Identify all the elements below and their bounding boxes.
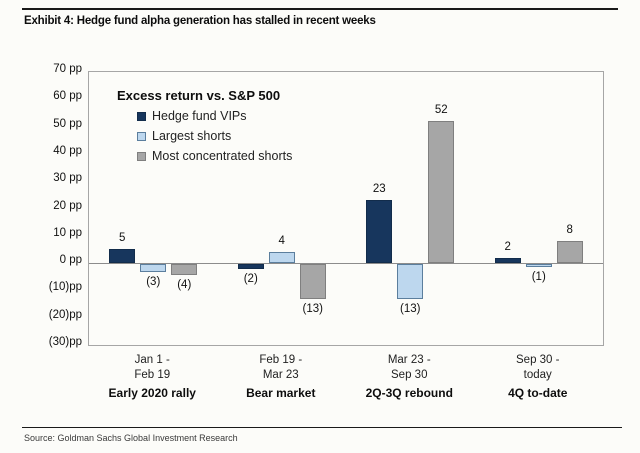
- bar-value-label: (2): [243, 273, 258, 286]
- bar-largest-shorts-1: [268, 252, 295, 263]
- x-axis-date-range-line1: Jan 1 -: [134, 354, 170, 366]
- bar-largest-shorts-0: [140, 264, 167, 273]
- y-axis-tick-label: (30)pp: [48, 336, 82, 348]
- bar-hedge-fund-vips-0: [109, 249, 136, 263]
- chart-plot-area: 5 (2) 23 2 (3) 4 (13) (1) (4) (13) 52 8 Excess retu…: [88, 71, 604, 346]
- x-axis-date-range-line2: Feb 19: [134, 369, 171, 381]
- y-axis-tick-label: 40 pp: [53, 144, 82, 157]
- x-axis-category: Mar 23 - Sep 30 2Q-3Q rebound: [339, 353, 479, 401]
- legend-items: Hedge fund VIPs Largest shorts Most concen…: [137, 109, 292, 163]
- chart-legend: Excess return vs. S&P 500 Hedge fund VIP…: [117, 88, 292, 169]
- x-axis-category: Sep 30 - today 4Q to-date: [468, 353, 608, 401]
- bar-value-label: (3): [146, 276, 161, 289]
- top-divider: [22, 8, 618, 10]
- source-note: Source: Goldman Sachs Global Investment …: [24, 433, 238, 443]
- y-axis-tick-label: 20 pp: [53, 199, 82, 212]
- legend-item-most-concentrated-shorts: Most concentrated shorts: [137, 149, 292, 163]
- bar-value-label: (4): [177, 278, 192, 291]
- x-axis-category: Feb 19 - Mar 23 Bear market: [211, 353, 351, 401]
- bar-value-label: 8: [566, 224, 573, 237]
- legend-item-hedge-fund-vips: Hedge fund VIPs: [137, 109, 292, 123]
- legend-label: Hedge fund VIPs: [152, 109, 247, 123]
- bar-value-label: 23: [372, 183, 386, 196]
- bar-most-concentrated-shorts-1: [299, 264, 326, 300]
- y-axis-tick-label: 70 pp: [53, 63, 82, 75]
- x-axis-category: Jan 1 - Feb 19 Early 2020 rally: [82, 353, 222, 401]
- bar-value-label: 4: [278, 235, 285, 248]
- y-axis-tick-label: 0 pp: [59, 254, 82, 267]
- y-axis-tick-label: (20)pp: [48, 308, 82, 321]
- bar-hedge-fund-vips-3: [494, 257, 521, 263]
- x-axis-period-label: 2Q-3Q rebound: [365, 386, 453, 400]
- y-axis-tick-label: 30 pp: [53, 172, 82, 185]
- legend-swatch-largest-shorts: [137, 131, 146, 141]
- legend-swatch-most-concentrated-shorts: [137, 151, 146, 161]
- x-axis-date-range-line1: Feb 19 -: [259, 354, 303, 366]
- bar-value-label: 2: [504, 240, 511, 253]
- x-axis-period-label: Early 2020 rally: [108, 386, 196, 400]
- bar-most-concentrated-shorts-3: [556, 241, 583, 263]
- bar-value-label: (13): [302, 303, 323, 316]
- legend-label: Most concentrated shorts: [152, 149, 293, 163]
- bar-value-label: 5: [119, 232, 126, 245]
- bar-most-concentrated-shorts-0: [171, 264, 198, 275]
- y-axis-tick-label: 50 pp: [53, 117, 82, 130]
- legend-label: Largest shorts: [152, 129, 232, 143]
- x-axis-date-range-line2: Mar 23: [262, 369, 299, 381]
- bar-value-label: (1): [531, 271, 546, 283]
- bar-value-label: (13): [400, 303, 421, 316]
- x-axis-date-range-line1: Mar 23 -: [387, 354, 431, 366]
- bottom-divider: [22, 427, 622, 428]
- x-axis-period-label: Bear market: [246, 386, 316, 400]
- y-axis-tick-label: 60 pp: [53, 90, 82, 103]
- bar-most-concentrated-shorts-2: [428, 121, 455, 263]
- x-axis-date-range-line2: Sep 30: [391, 369, 428, 381]
- legend-item-largest-shorts: Largest shorts: [137, 129, 292, 143]
- y-axis-tick-label: (10)pp: [48, 281, 82, 294]
- x-axis-date-range-line1: Sep 30 -: [516, 354, 560, 366]
- x-axis-period-label: 4Q to-date: [508, 386, 568, 400]
- bar-hedge-fund-vips-1: [237, 264, 264, 270]
- bar-value-label: 52: [434, 104, 448, 117]
- bar-largest-shorts-2: [397, 264, 424, 300]
- x-axis-date-range-line2: today: [523, 369, 552, 381]
- legend-swatch-hedge-fund-vips: [137, 111, 146, 121]
- y-axis-tick-label: 10 pp: [53, 226, 82, 239]
- exhibit-title: Exhibit 4: Hedge fund alpha generation h…: [24, 15, 376, 27]
- bar-largest-shorts-3: [525, 264, 552, 267]
- bar-hedge-fund-vips-2: [366, 200, 393, 263]
- zero-gridline: [89, 263, 603, 264]
- legend-title: Excess return vs. S&P 500: [117, 88, 281, 103]
